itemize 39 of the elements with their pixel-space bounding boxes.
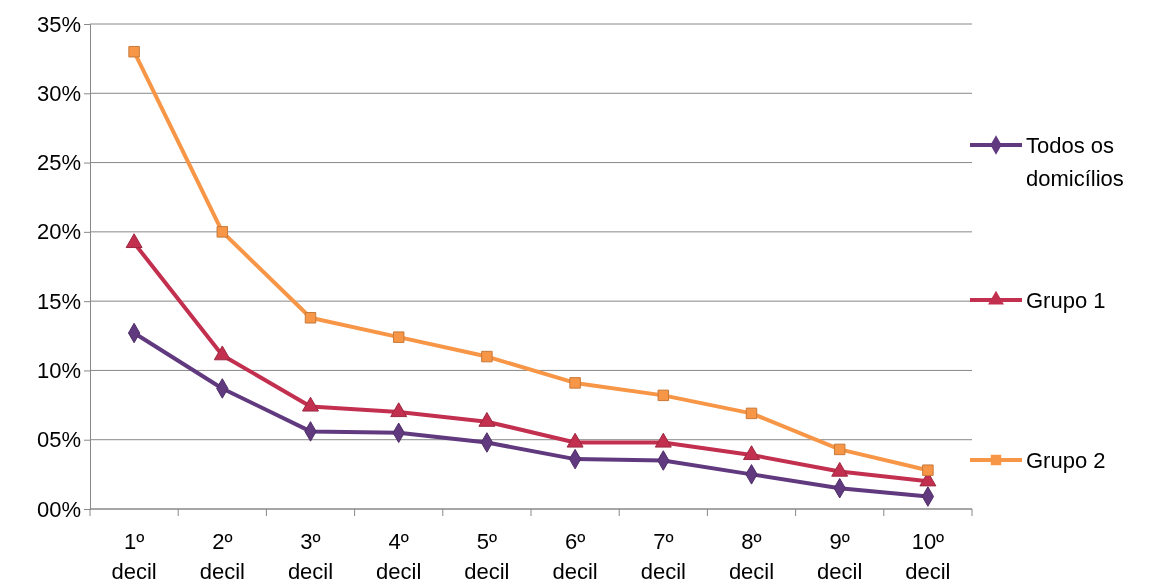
point (566, 432, 584, 448)
point (216, 226, 229, 238)
y-tick-label: 20% (36, 219, 81, 245)
y-tick-label: 15% (36, 288, 81, 314)
point (213, 345, 231, 361)
point (125, 233, 143, 249)
point (745, 407, 758, 420)
point (304, 312, 317, 324)
x-tick-label: 6º decil (552, 529, 598, 584)
point (302, 396, 319, 412)
point (569, 377, 581, 389)
x-tick-label: 3º decil (287, 529, 334, 584)
x-tick-label: 2º decil (199, 529, 245, 584)
x-tick-label: 7º decil (640, 529, 686, 584)
legend-label: Grupo 1 (1026, 288, 1106, 313)
y-tick-label: 35% (36, 11, 81, 37)
x-tick-label: 1º decil (111, 529, 157, 584)
point (922, 464, 934, 476)
point (392, 331, 405, 343)
y-tick-label: 00% (36, 496, 81, 522)
x-tick-label: 9º decil (817, 529, 863, 584)
point (478, 412, 496, 427)
y-tick-label: 05% (36, 427, 81, 453)
y-tick-label: 25% (36, 150, 81, 176)
point (654, 432, 672, 448)
point (390, 402, 408, 418)
legend-label: Todos os domicílios (1026, 133, 1124, 191)
x-tick-label: 10º decil (905, 529, 951, 584)
point (743, 445, 760, 461)
x-tick-label: 8º decil (728, 529, 775, 584)
point (481, 350, 493, 363)
point (128, 45, 140, 58)
point (833, 443, 846, 456)
y-tick-label: 10% (36, 357, 81, 383)
y-tick-label: 30% (36, 80, 81, 106)
point (657, 389, 670, 402)
legend-label: Grupo 2 (1026, 448, 1106, 473)
x-tick-label: 4º decil (376, 529, 422, 584)
x-tick-label: 5º decil (464, 529, 510, 584)
